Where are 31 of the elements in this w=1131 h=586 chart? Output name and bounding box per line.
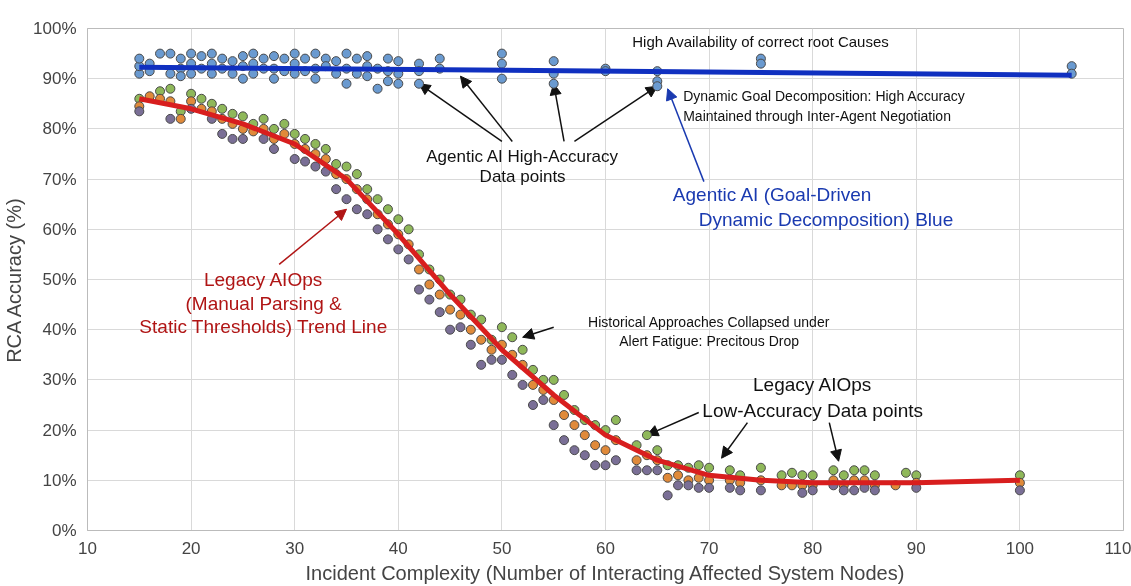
x-tick-label: 10 — [78, 538, 97, 558]
annotation: Dynamic Goal Decomposition: High Accuracy Maintained through Inter-Agent Negotiation — [683, 88, 965, 125]
x-tick-label: 80 — [803, 538, 823, 558]
x-tick-label: 40 — [388, 538, 408, 558]
x-tick-label: 30 — [285, 538, 305, 558]
y-tick-label: 30% — [42, 370, 77, 390]
y-tick-label: 80% — [42, 119, 77, 139]
y-tick-label: 90% — [42, 69, 77, 89]
y-tick-label: 50% — [42, 270, 77, 289]
y-tick-label: 20% — [42, 420, 77, 440]
x-tick-label: 70 — [699, 538, 719, 558]
x-tick-label: 90 — [906, 538, 926, 558]
y-tick-label: 70% — [42, 169, 77, 189]
annotation: High Availability of correct root Causes — [632, 32, 889, 50]
x-tick-label: 60 — [596, 538, 615, 558]
y-tick-label: 40% — [42, 320, 77, 340]
x-tick-label: 110 — [1104, 538, 1131, 558]
y-tick-label: 0% — [51, 521, 77, 540]
y-tick-label: 10% — [42, 470, 77, 490]
x-tick-label: 100 — [1005, 538, 1035, 558]
annotation: Historical Approaches Collapsed under Alert Fatigue: Precitous Drop — [588, 314, 830, 349]
annotation: Legacy AIOps Low-Accuracy Data points — [702, 374, 924, 421]
x-tick-label: 20 — [181, 538, 201, 558]
annotation: Agentic AI (Goal-Driven Dynamic Decomposition) Blue — [672, 183, 954, 230]
x-axis-title: Incident Complexity (Number of Interacting Affected System Nodes) — [305, 561, 905, 584]
y-tick-label: 60% — [42, 219, 77, 239]
annotation: Legacy AIOps (Manual Parsing & Static Thresholds) Trend Line — [139, 269, 388, 338]
y-tick-label: 100% — [33, 19, 77, 38]
annotation: Agentic AI High-Accuracy Data points — [426, 147, 619, 187]
x-tick-label: 50 — [492, 538, 512, 558]
y-axis-title: RCA Accuracy (%) — [3, 198, 26, 363]
